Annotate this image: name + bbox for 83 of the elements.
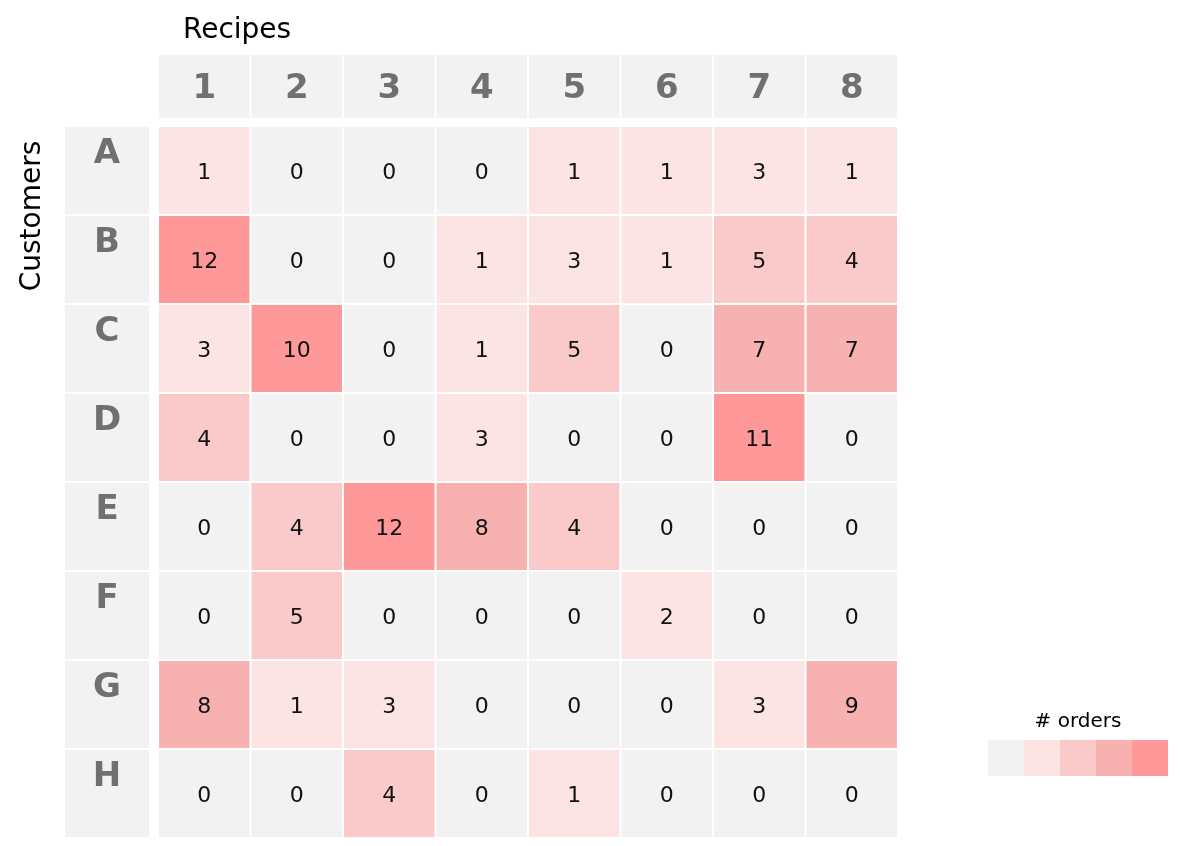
data-label: 4: [289, 514, 304, 540]
y-tick-label: E: [95, 486, 119, 527]
y-tick-label: B: [94, 219, 120, 260]
data-label: 0: [197, 781, 212, 807]
data-label: 3: [382, 692, 397, 718]
data-label: 0: [752, 781, 767, 807]
data-label: 5: [567, 336, 582, 362]
data-label: 0: [474, 781, 489, 807]
data-label: 0: [474, 692, 489, 718]
y-tick-label: C: [94, 308, 120, 349]
data-label: 1: [567, 158, 582, 184]
data-label: 0: [382, 603, 397, 629]
data-label: 8: [197, 692, 212, 718]
data-label: 9: [844, 692, 859, 718]
x-tick-label: 4: [469, 66, 494, 106]
data-label: 1: [474, 247, 489, 273]
data-label: 3: [752, 158, 767, 184]
data-label: 12: [375, 514, 404, 540]
data-label: 11: [745, 425, 774, 451]
data-label: 0: [659, 514, 674, 540]
x-tick-label: 2: [284, 66, 309, 106]
data-label: 2: [659, 603, 674, 629]
data-label: 0: [474, 158, 489, 184]
data-label: 0: [752, 603, 767, 629]
data-label: 0: [844, 781, 859, 807]
data-label: 0: [844, 425, 859, 451]
data-label: 1: [844, 158, 859, 184]
data-label: 7: [752, 336, 767, 362]
data-label: 0: [382, 425, 397, 451]
data-label: 1: [567, 781, 582, 807]
data-label: 0: [289, 425, 304, 451]
data-label: 0: [567, 425, 582, 451]
x-tick-label: 5: [562, 66, 587, 106]
y-axis-title: Customers: [13, 140, 47, 292]
data-label: 0: [659, 336, 674, 362]
data-label: 1: [289, 692, 304, 718]
y-tick-label: A: [93, 130, 121, 171]
data-label: 0: [197, 514, 212, 540]
data-label: 7: [844, 336, 859, 362]
data-label: 0: [659, 425, 674, 451]
data-label: 0: [382, 247, 397, 273]
data-label: 0: [844, 514, 859, 540]
data-label: 0: [382, 336, 397, 362]
data-label: 3: [474, 425, 489, 451]
data-label: 1: [659, 247, 674, 273]
x-tick-label: 6: [654, 66, 679, 106]
data-label: 1: [474, 336, 489, 362]
data-label: 0: [289, 158, 304, 184]
data-label: 5: [752, 247, 767, 273]
x-tick-label: 1: [192, 66, 217, 106]
data-label: 4: [197, 425, 212, 451]
data-label: 3: [197, 336, 212, 362]
x-tick-label: 3: [377, 66, 402, 106]
data-label: 0: [567, 692, 582, 718]
data-label: 1: [197, 158, 212, 184]
data-label: 4: [382, 781, 397, 807]
x-tick-label: 7: [747, 66, 772, 106]
data-label: 4: [844, 247, 859, 273]
data-label: 0: [382, 158, 397, 184]
data-label: 12: [190, 247, 219, 273]
x-axis-title: Recipes: [183, 12, 292, 45]
data-label: 0: [197, 603, 212, 629]
data-label: 0: [844, 603, 859, 629]
data-label: 0: [752, 514, 767, 540]
data-label: 3: [752, 692, 767, 718]
x-tick-label: 8: [839, 66, 864, 106]
data-label: 4: [567, 514, 582, 540]
data-label: 0: [567, 603, 582, 629]
data-label: 1: [659, 158, 674, 184]
y-tick-label: D: [92, 397, 122, 438]
legend-title: # orders: [1033, 708, 1123, 732]
data-label: 0: [289, 781, 304, 807]
data-label: 5: [289, 603, 304, 629]
data-label: 0: [659, 781, 674, 807]
data-label: 0: [659, 692, 674, 718]
data-label: 3: [567, 247, 582, 273]
data-label: 0: [474, 603, 489, 629]
y-tick-label: G: [93, 664, 121, 705]
y-tick-label: H: [92, 753, 122, 794]
data-label: 8: [474, 514, 489, 540]
data-label: 10: [282, 336, 311, 362]
y-tick-label: F: [95, 575, 119, 616]
data-label: 0: [289, 247, 304, 273]
